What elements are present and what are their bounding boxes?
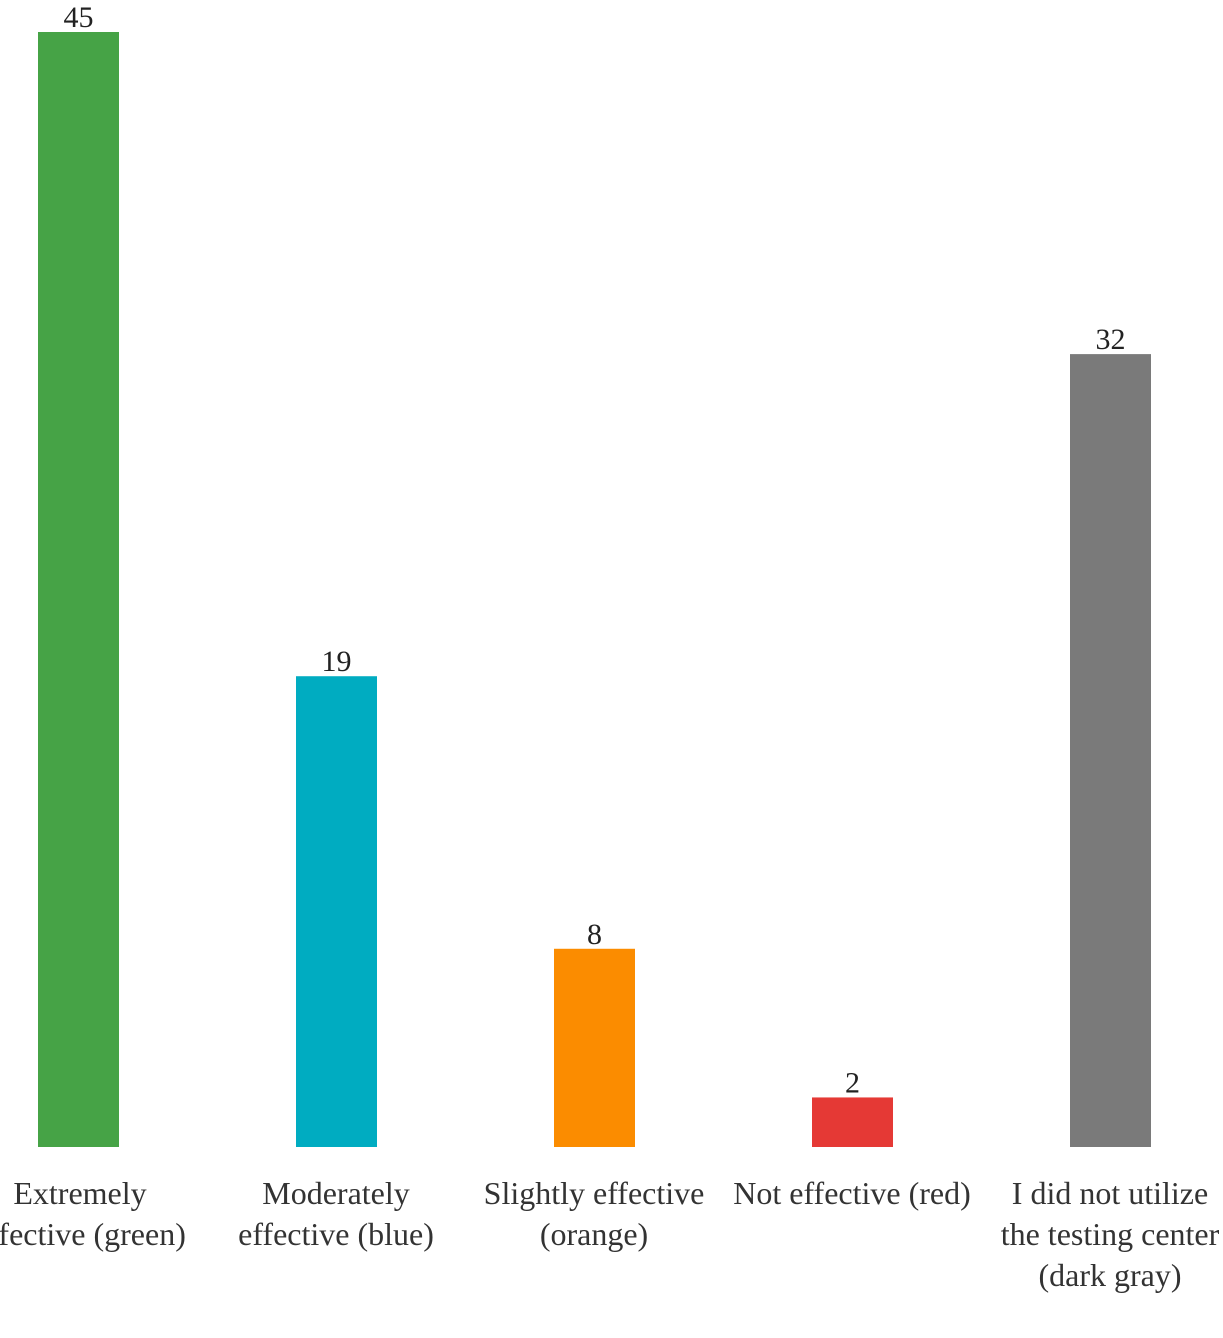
value-label-did-not-utilize: 32: [1096, 323, 1126, 356]
category-label-extremely-effective: Extremely effective (green): [0, 1175, 186, 1252]
value-label-extremely-effective: 45: [64, 1, 94, 34]
bar-slightly-effective: [554, 948, 635, 1147]
category-label-did-not-utilize: I did not utilize the testing center (da…: [1000, 1175, 1220, 1293]
bar-not-effective: [812, 1097, 893, 1147]
value-label-slightly-effective: 8: [587, 918, 602, 951]
value-label-moderately-effective: 19: [322, 645, 352, 678]
category-label-not-effective: Not effective (red): [733, 1175, 971, 1211]
category-label-moderately-effective: Moderately effective (blue): [238, 1175, 434, 1252]
bar-did-not-utilize: [1070, 354, 1151, 1148]
bar-extremely-effective: [38, 32, 119, 1147]
category-label-slightly-effective: Slightly effective (orange): [483, 1175, 705, 1252]
value-label-not-effective: 2: [845, 1066, 860, 1099]
bar-moderately-effective: [296, 676, 377, 1147]
